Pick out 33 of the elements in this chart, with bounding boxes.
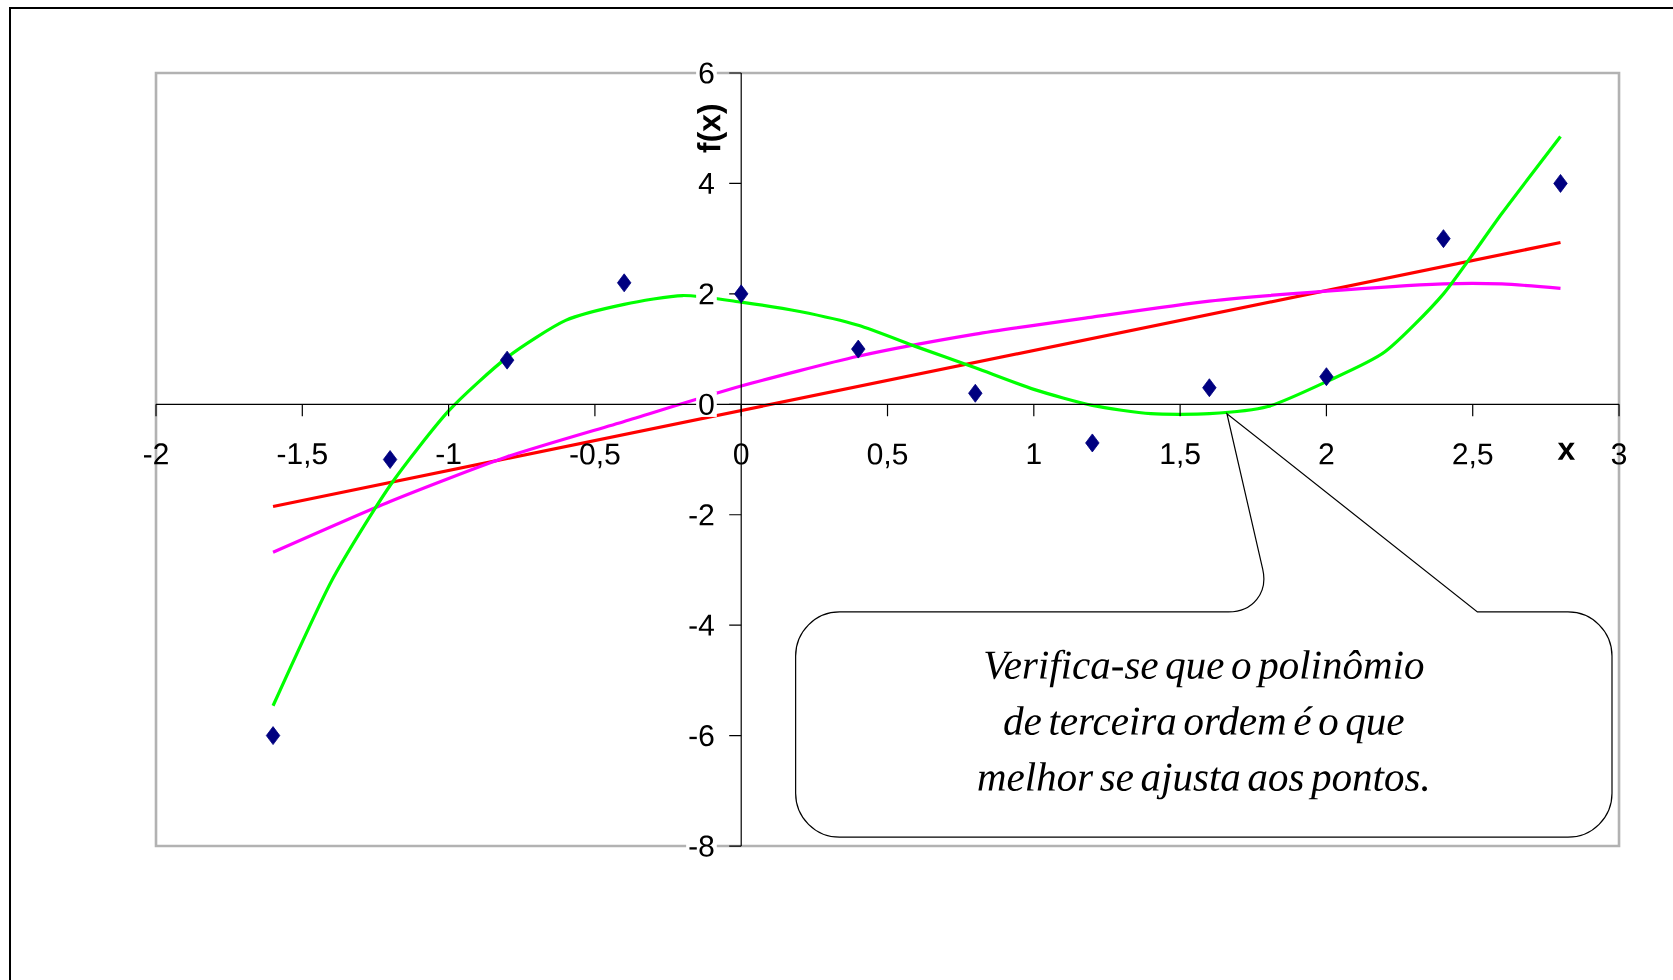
- point: [617, 273, 632, 293]
- point: [1085, 433, 1100, 453]
- y-tick-label: 0: [699, 393, 714, 415]
- point: [382, 450, 398, 469]
- point: [968, 383, 983, 403]
- y-axis-title: f(x): [697, 104, 727, 153]
- x-tick-label: 3: [1611, 443, 1627, 465]
- point: [1553, 174, 1568, 193]
- x-tick-label: 2: [1319, 443, 1334, 465]
- y-tick-label: 6: [699, 62, 714, 84]
- annotation: Verifica-se que o polinômio de terceira ordem é o que melhor se ajusta aos pontos.: [978, 649, 1427, 800]
- point: [1436, 229, 1451, 249]
- x-axis-title: x: [1557, 442, 1576, 460]
- x-tick-label: -1,5: [277, 443, 327, 468]
- y-tick-label: -8: [689, 835, 714, 857]
- x-tick-label: 0,5: [867, 443, 908, 469]
- point: [1319, 367, 1334, 387]
- y-tick-label: 4: [698, 173, 714, 194]
- x-tick-label: -2: [143, 443, 168, 465]
- x-tick-label: -0,5: [570, 443, 620, 469]
- point: [1202, 378, 1217, 398]
- x-tick-label: 1: [1027, 443, 1041, 465]
- y-tick-label: -6: [689, 724, 714, 747]
- y-tick-label: -4: [689, 614, 714, 636]
- point: [265, 726, 281, 745]
- y-tick-label: -2: [689, 504, 714, 526]
- x-tick-label: 2,5: [1453, 443, 1493, 469]
- point: [851, 339, 866, 359]
- point: [499, 350, 515, 370]
- x-tick-label: 1,5: [1161, 443, 1200, 468]
- x-tick-label: -1: [436, 443, 461, 465]
- point: [734, 284, 749, 304]
- y-tick-label: 2: [699, 283, 714, 305]
